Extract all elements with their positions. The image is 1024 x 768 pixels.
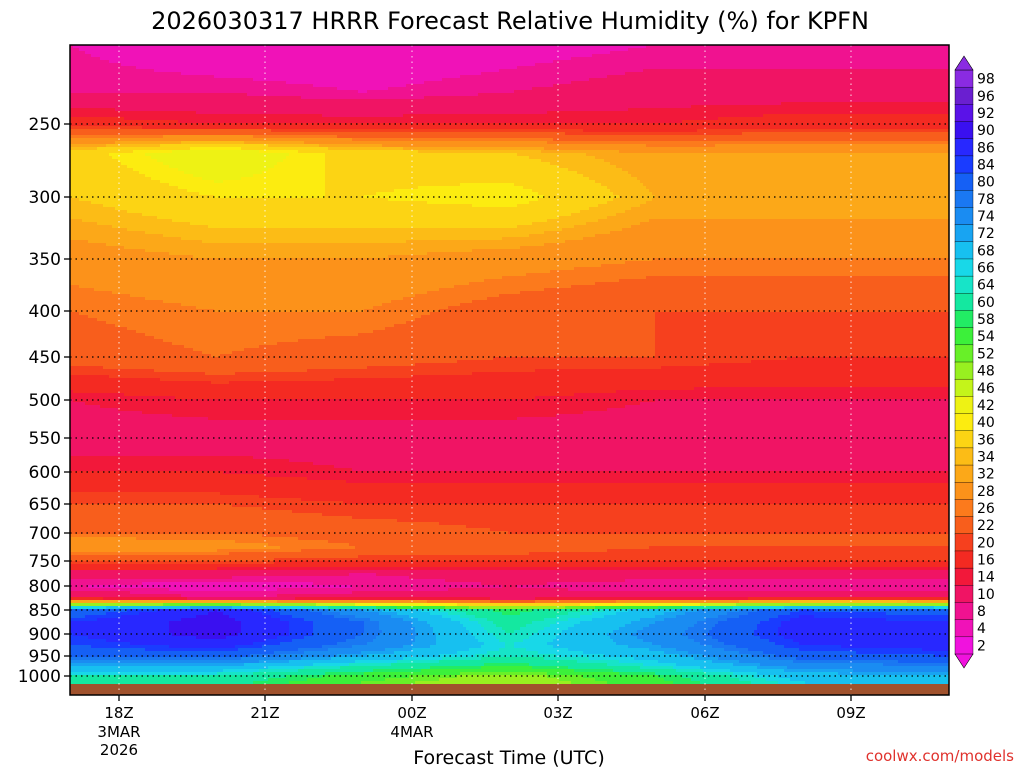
chart-title: 2026030317 HRRR Forecast Relative Humidi… [151, 7, 869, 35]
rh-field [70, 45, 950, 697]
